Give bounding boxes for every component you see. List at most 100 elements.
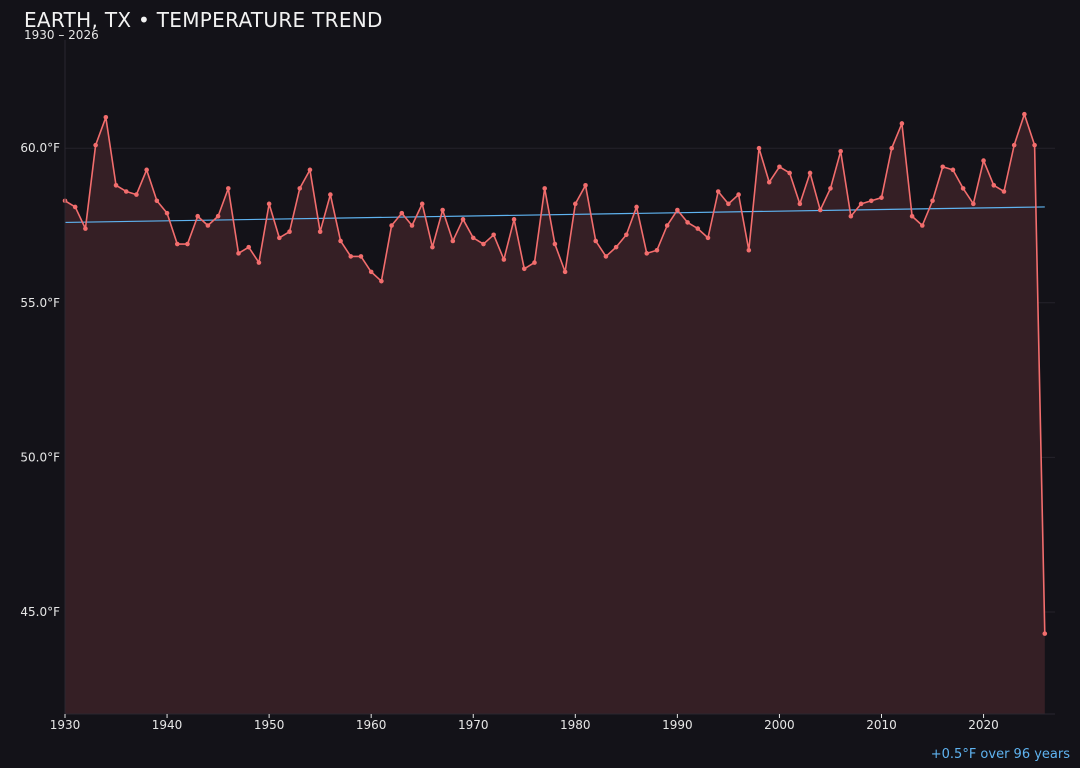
data-point: [399, 210, 405, 216]
data-point: [960, 186, 966, 191]
data-point: [746, 247, 752, 253]
data-point: [695, 226, 701, 231]
data-point: [287, 229, 292, 234]
data-point: [195, 213, 200, 219]
data-point: [113, 183, 119, 188]
data-point: [654, 247, 660, 253]
data-point: [797, 201, 803, 207]
data-point: [787, 170, 792, 176]
data-point: [1022, 111, 1027, 117]
data-point: [889, 145, 895, 151]
data-point: [236, 251, 241, 256]
y-tick-label: 50.0°F: [20, 450, 60, 464]
data-point: [368, 269, 374, 275]
data-point: [685, 220, 690, 225]
x-tick-label: 2000: [764, 718, 795, 732]
data-point: [277, 235, 282, 241]
data-point: [705, 235, 711, 241]
y-tick-label: 55.0°F: [20, 296, 60, 310]
data-point: [981, 158, 986, 163]
data-point: [1032, 142, 1037, 148]
x-tick-label: 1930: [50, 718, 81, 732]
data-point: [562, 269, 568, 275]
data-point: [879, 195, 884, 200]
data-point: [1001, 189, 1007, 194]
data-point: [338, 238, 343, 244]
data-point: [920, 223, 925, 228]
data-point: [573, 201, 578, 207]
x-tick-label: 1960: [356, 718, 387, 732]
data-point: [103, 114, 109, 120]
data-point: [511, 217, 517, 222]
data-point: [991, 183, 997, 188]
data-point: [940, 164, 946, 170]
x-tick-label: 1990: [662, 718, 693, 732]
x-tick-label: 1980: [560, 718, 591, 732]
data-point: [491, 232, 496, 238]
data-point: [838, 149, 843, 154]
x-tick-label: 2010: [866, 718, 897, 732]
data-point: [583, 183, 588, 188]
data-point: [348, 254, 354, 259]
data-point: [613, 244, 619, 250]
area-fill: [65, 114, 1045, 714]
data-point: [256, 260, 262, 265]
data-point: [205, 223, 211, 228]
data-point: [1042, 631, 1048, 636]
data-point: [644, 251, 650, 256]
data-points: [62, 111, 1048, 636]
data-point: [246, 244, 252, 250]
data-point: [817, 207, 823, 213]
axes: 45.0°F 50.0°F 55.0°F 60.0°F 1930 1940 1950 1960…: [20, 40, 1055, 732]
data-point: [266, 201, 272, 207]
data-point: [317, 229, 323, 234]
data-point: [664, 223, 670, 228]
data-point: [389, 223, 394, 228]
data-point: [634, 204, 639, 210]
data-point: [481, 241, 486, 247]
data-point: [430, 244, 435, 250]
data-point: [501, 257, 507, 262]
data-point: [542, 186, 547, 191]
x-tick-label: 2020: [968, 718, 999, 732]
data-point: [521, 266, 527, 272]
data-point: [83, 226, 88, 231]
data-point: [899, 121, 905, 126]
data-point: [807, 170, 813, 176]
data-point: [328, 192, 333, 197]
y-tick-label: 60.0°F: [20, 141, 60, 155]
chart-title: EARTH, TX • TEMPERATURE TREND: [24, 8, 383, 32]
data-point: [756, 145, 762, 151]
data-point: [736, 192, 741, 197]
data-point: [72, 204, 78, 210]
data-point: [603, 254, 609, 259]
data-point: [93, 142, 98, 148]
data-point: [440, 207, 445, 213]
data-point: [858, 201, 864, 207]
data-point: [307, 167, 313, 173]
data-point: [185, 241, 190, 247]
data-point: [777, 164, 782, 170]
data-point: [358, 254, 364, 259]
trend-annotation: +0.5°F over 96 years: [930, 747, 1070, 762]
data-point: [848, 213, 854, 219]
data-point: [409, 223, 415, 228]
data-point: [144, 167, 149, 173]
x-tick-label: 1970: [458, 718, 489, 732]
data-point: [297, 186, 303, 191]
data-point: [123, 189, 129, 194]
data-point: [624, 232, 629, 238]
y-tick-label: 45.0°F: [20, 605, 60, 619]
data-point: [868, 198, 874, 204]
data-point: [715, 189, 721, 194]
series-area: [65, 114, 1045, 714]
data-point: [593, 238, 599, 244]
data-point: [134, 192, 139, 197]
data-point: [1011, 142, 1017, 148]
x-tick-label: 1950: [254, 718, 285, 732]
data-point: [379, 278, 384, 284]
data-point: [419, 201, 425, 207]
data-point: [470, 235, 476, 241]
